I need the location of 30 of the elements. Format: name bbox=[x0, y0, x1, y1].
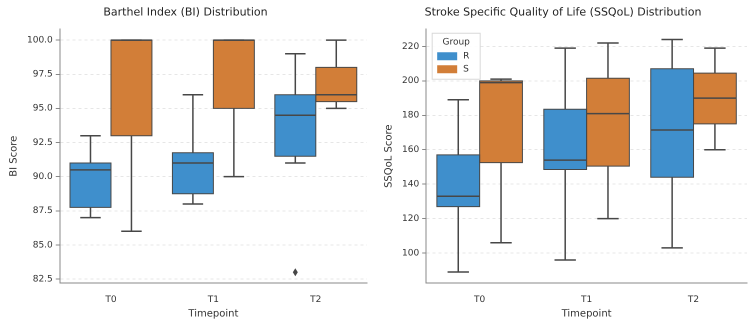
x-tick-label: T2 bbox=[686, 294, 700, 305]
y-tick-label: 85.0 bbox=[32, 240, 54, 250]
x-tick-label: T2 bbox=[309, 294, 322, 305]
y-tick-label: 97.5 bbox=[32, 70, 53, 80]
y-tick-label: 160 bbox=[402, 145, 420, 156]
y-tick-label: 100 bbox=[402, 248, 420, 258]
chart-title: Barthel Index (BI) Distribution bbox=[103, 5, 268, 18]
y-axis-title: BI Score bbox=[8, 136, 20, 177]
y-tick-label: 95.0 bbox=[32, 104, 54, 114]
x-axis-title: Timepoint bbox=[187, 308, 238, 320]
y-tick-label: 200 bbox=[402, 76, 420, 86]
y-tick-label: 100.0 bbox=[27, 35, 54, 46]
y-axis-title: SSQoL Score bbox=[384, 124, 395, 188]
y-tick-label: 82.5 bbox=[32, 274, 53, 284]
x-tick-label: T1 bbox=[580, 294, 592, 305]
x-axis-title: Timepoint bbox=[560, 308, 612, 320]
legend-label: S bbox=[463, 64, 470, 75]
y-tick-label: 87.5 bbox=[32, 206, 53, 216]
x-tick-label: T1 bbox=[206, 294, 219, 305]
y-tick-label: 140 bbox=[402, 180, 420, 190]
y-tick-label: 120 bbox=[402, 214, 420, 224]
legend-title: Group bbox=[442, 38, 470, 48]
y-tick-label: 220 bbox=[402, 42, 420, 52]
y-tick-label: 180 bbox=[402, 110, 420, 121]
x-tick-label: T0 bbox=[104, 294, 117, 305]
legend-label: R bbox=[463, 52, 470, 62]
y-tick-label: 92.5 bbox=[32, 138, 53, 148]
y-tick-label: 90.0 bbox=[32, 172, 54, 182]
x-tick-label: T0 bbox=[473, 294, 486, 305]
chart-title: Stroke Specific Quality of Life (SSQoL) Distribution bbox=[424, 5, 702, 18]
